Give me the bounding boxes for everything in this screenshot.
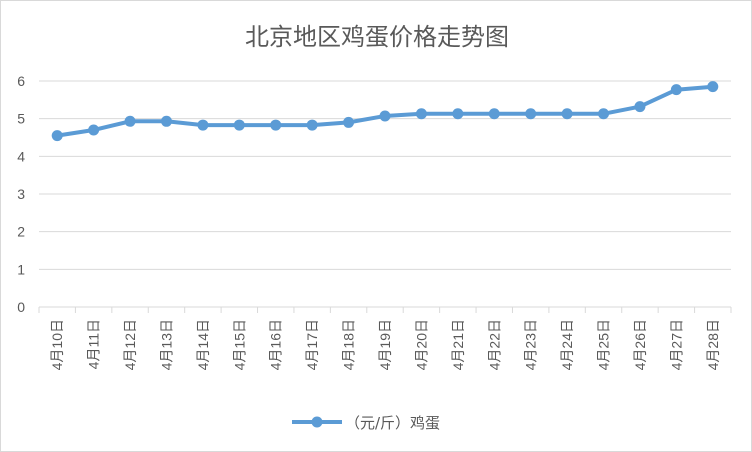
y-tick-label: 2 (17, 224, 25, 240)
data-point (51, 130, 63, 142)
data-point (343, 116, 355, 128)
x-axis-ticks: 4月10日 4月11日 4月12日 4月13日 4月14日 4月15日 4月16日 4月17日… (49, 319, 721, 370)
x-tick-label: 4月20日 (413, 319, 429, 370)
y-tick-label: 4 (17, 148, 25, 164)
x-tick-label: 4月14日 (195, 319, 211, 370)
y-tick-label: 3 (17, 186, 25, 202)
y-tick-label: 5 (17, 111, 25, 127)
y-tick-label: 1 (17, 261, 25, 277)
data-point (561, 108, 573, 120)
x-tick-label: 4月16日 (268, 319, 284, 370)
y-axis-ticks: 0 1 2 3 4 5 6 (17, 73, 25, 315)
x-tick-label: 4月18日 (341, 319, 357, 370)
data-point (670, 84, 682, 96)
data-point (160, 115, 172, 127)
x-tick-label: 4月21日 (450, 319, 466, 370)
legend-marker-swatch (311, 416, 323, 428)
data-point (88, 124, 100, 136)
x-tick-label: 4月24日 (559, 319, 575, 370)
x-tick-label: 4月27日 (668, 319, 684, 370)
y-tick-label: 6 (17, 73, 25, 89)
x-tick-label: 4月13日 (158, 319, 174, 370)
x-tick-label: 4月10日 (49, 319, 65, 370)
x-tick-label: 4月17日 (304, 319, 320, 370)
x-tick-label: 4月11日 (86, 319, 102, 369)
legend: （元/斤）鸡蛋 (292, 414, 440, 432)
x-tick-label: 4月23日 (523, 319, 539, 370)
x-tick-label: 4月19日 (377, 319, 393, 370)
data-point (197, 119, 209, 131)
x-tick-label: 4月25日 (596, 319, 612, 370)
x-tick-label: 4月28日 (705, 319, 721, 370)
y-tick-label: 0 (17, 299, 25, 315)
data-point (124, 115, 136, 127)
data-point (270, 119, 282, 131)
data-point (525, 108, 537, 120)
data-point (634, 101, 646, 113)
x-tick-label: 4月22日 (486, 319, 502, 370)
data-point (306, 119, 318, 131)
series-line-group (51, 81, 719, 142)
data-point (379, 110, 391, 122)
data-point (598, 108, 610, 120)
data-point (233, 119, 245, 131)
data-point (707, 81, 719, 93)
data-point (415, 108, 427, 120)
chart-title: 北京地区鸡蛋价格走势图 (245, 23, 509, 51)
x-tick-label: 4月12日 (122, 319, 138, 370)
x-tick-label: 4月15日 (231, 319, 247, 370)
data-point (452, 108, 464, 120)
data-point (488, 108, 500, 120)
legend-label: （元/斤）鸡蛋 (345, 414, 440, 432)
x-tick-label: 4月26日 (632, 319, 648, 370)
